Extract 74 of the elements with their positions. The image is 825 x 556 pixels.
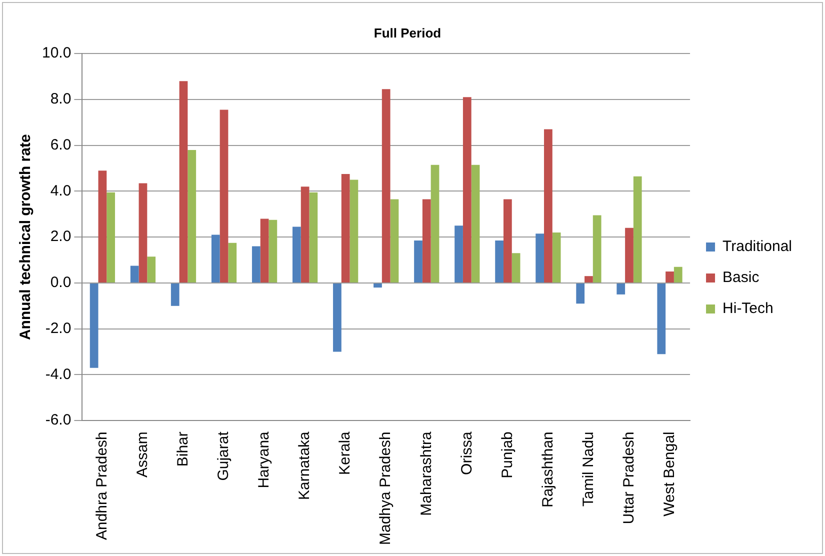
x-tick-label: Maharashtra: [418, 430, 435, 516]
bar: [130, 266, 139, 282]
legend-label: Traditional: [722, 238, 792, 256]
bar: [584, 276, 593, 282]
chart-title: Full Period: [374, 25, 442, 40]
bar: [341, 174, 350, 282]
y-tick-label: 4.0: [50, 182, 72, 200]
legend-label: Basic: [722, 269, 760, 286]
bar: [512, 253, 520, 282]
y-tick-label: 6.0: [50, 136, 72, 154]
bar: [374, 283, 382, 288]
x-tick-label: Kerala: [336, 430, 354, 475]
bar: [390, 199, 399, 282]
bar: [252, 246, 260, 282]
bar: [309, 192, 318, 282]
x-tick-label: Gujarat: [215, 430, 232, 481]
bar: [98, 170, 107, 282]
bar: [552, 232, 561, 282]
bar: [220, 110, 228, 282]
bar: [138, 183, 148, 282]
y-tick-label: -6.0: [45, 412, 72, 429]
bar: [625, 228, 634, 282]
bar: [576, 283, 585, 304]
x-tick-label: Uttar Pradesh: [620, 432, 638, 524]
bar: [382, 89, 390, 282]
bar: [666, 272, 674, 282]
bar: [503, 199, 512, 282]
y-axis-title: Annual technical growth rate: [17, 134, 34, 340]
bar: [414, 240, 422, 282]
bar: [147, 256, 156, 282]
x-tick-label: Andhra Pradesh: [94, 432, 111, 540]
bar: [422, 199, 431, 282]
bar: [333, 283, 342, 352]
bar: [106, 192, 116, 282]
bar: [430, 164, 440, 282]
bar: [633, 176, 642, 282]
x-tick-label: Rajashthan: [539, 432, 556, 508]
bar: [616, 283, 626, 294]
x-tick-label: West Bengal: [660, 432, 678, 516]
x-tick-label: Bihar: [174, 432, 192, 467]
bar: [260, 218, 269, 282]
bar: [495, 240, 504, 282]
x-tick-label: Tamil Nadu: [580, 432, 597, 507]
x-tick-label: Orissa: [458, 430, 476, 475]
bar: [657, 283, 666, 354]
x-tick-label: Punjab: [498, 432, 516, 478]
y-tick-label: -2.0: [45, 320, 72, 337]
x-tick-label: Haryana: [256, 430, 273, 488]
bar: [592, 215, 602, 282]
x-tick-label: Assam: [134, 432, 152, 478]
bar: [471, 164, 480, 282]
bar: [462, 97, 472, 282]
bar: [179, 81, 188, 282]
bar: [536, 234, 544, 282]
bar: [228, 242, 237, 282]
bar: [674, 266, 682, 282]
bar: [268, 220, 278, 282]
bar: [454, 226, 463, 282]
bar: [211, 234, 220, 282]
y-tick-label: 2.0: [50, 228, 72, 246]
bar: [544, 129, 552, 282]
x-tick-label: Karnataka: [296, 430, 314, 500]
bar: [292, 226, 301, 282]
y-tick-label: 10.0: [42, 44, 72, 62]
bar: [350, 180, 358, 282]
bar: [188, 150, 196, 282]
bar: [90, 283, 98, 368]
y-tick-label: -4.0: [45, 366, 72, 383]
legend-label: Hi-Tech: [722, 300, 774, 318]
bar: [300, 186, 310, 282]
y-tick-label: 8.0: [50, 90, 72, 108]
x-tick-label: Madhya Pradesh: [377, 432, 394, 546]
bar: [170, 283, 180, 306]
y-tick-label: 0.0: [50, 274, 72, 292]
